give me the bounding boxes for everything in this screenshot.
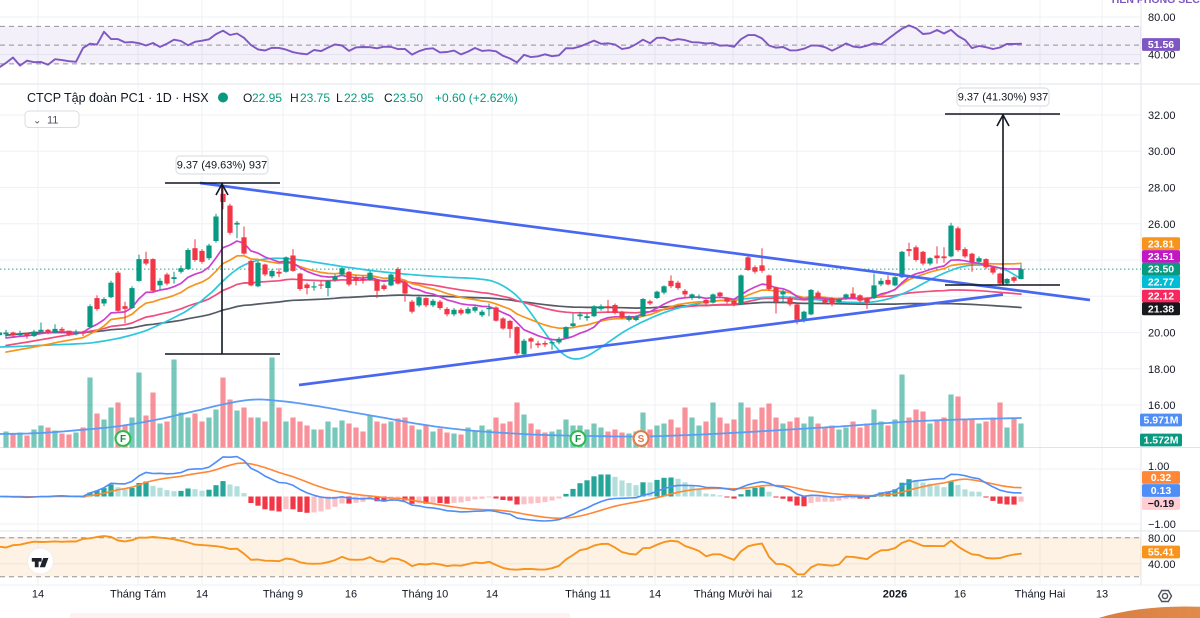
svg-text:14: 14 [196,589,208,601]
svg-text:14: 14 [32,589,44,601]
svg-text:F: F [575,434,581,445]
svg-text:H: H [290,91,299,105]
svg-text:22.77: 22.77 [1148,276,1174,288]
svg-text:1.00: 1.00 [1148,461,1169,473]
svg-text:+0.60 (+2.62%): +0.60 (+2.62%) [435,91,518,105]
svg-text:16.00: 16.00 [1148,400,1176,412]
svg-text:0.32: 0.32 [1151,472,1172,484]
svg-text:9.37 (41.30%) 937: 9.37 (41.30%) 937 [958,92,1049,104]
svg-text:5.971M: 5.971M [1143,415,1178,427]
svg-text:23.75: 23.75 [300,91,330,105]
svg-text:80.00: 80.00 [1148,12,1176,24]
svg-text:23.50: 23.50 [1148,264,1174,276]
svg-text:16: 16 [345,589,357,601]
svg-text:Tháng Mười hai: Tháng Mười hai [694,589,772,601]
svg-text:12: 12 [791,589,803,601]
svg-text:80.00: 80.00 [1148,533,1176,545]
svg-text:S: S [638,434,645,445]
svg-text:20.00: 20.00 [1148,328,1176,340]
svg-text:11: 11 [47,115,58,127]
svg-text:0.13: 0.13 [1151,485,1172,497]
svg-text:16: 16 [954,589,966,601]
svg-text:22.95: 22.95 [252,91,282,105]
svg-text:Tháng Hai: Tháng Hai [1015,589,1066,601]
svg-text:Tháng Tám: Tháng Tám [110,589,166,601]
svg-text:O: O [243,91,252,105]
svg-text:13: 13 [1096,589,1108,601]
svg-text:14: 14 [486,589,498,601]
svg-text:23.50: 23.50 [393,91,423,105]
svg-text:30.00: 30.00 [1148,146,1176,158]
svg-text:21.38: 21.38 [1148,303,1174,315]
svg-text:L: L [336,91,343,105]
svg-text:26.00: 26.00 [1148,219,1176,231]
svg-text:28.00: 28.00 [1148,183,1176,195]
svg-text:Tháng 9: Tháng 9 [263,589,303,601]
svg-text:40.00: 40.00 [1148,50,1176,62]
svg-text:9.37 (49.63%) 937: 9.37 (49.63%) 937 [177,160,268,172]
svg-text:55.41: 55.41 [1148,547,1174,559]
svg-text:40.00: 40.00 [1148,559,1176,571]
svg-text:⌄: ⌄ [33,116,41,127]
svg-text:Tháng 10: Tháng 10 [402,589,448,601]
svg-text:1.572M: 1.572M [1143,435,1178,447]
svg-text:C: C [384,91,393,105]
svg-text:2026: 2026 [883,589,907,601]
svg-text:22.12: 22.12 [1148,291,1174,303]
svg-text:23.81: 23.81 [1148,238,1174,250]
svg-text:−1.00: −1.00 [1148,519,1176,531]
svg-text:18.00: 18.00 [1148,364,1176,376]
svg-text:32.00: 32.00 [1148,110,1176,122]
svg-text:51.56: 51.56 [1148,39,1174,51]
svg-text:F: F [120,434,126,445]
svg-text:14: 14 [649,589,661,601]
svg-text:TIEN PHONG SECURITIES: TIEN PHONG SECURITIES [1110,0,1200,6]
svg-text:CTCP Tập đoàn PC1 · 1D · HSX: CTCP Tập đoàn PC1 · 1D · HSX [27,91,209,105]
svg-text:Tháng 11: Tháng 11 [565,589,611,601]
svg-text:22.95: 22.95 [344,91,374,105]
svg-text:23.51: 23.51 [1148,251,1174,263]
svg-text:−0.19: −0.19 [1148,498,1175,510]
